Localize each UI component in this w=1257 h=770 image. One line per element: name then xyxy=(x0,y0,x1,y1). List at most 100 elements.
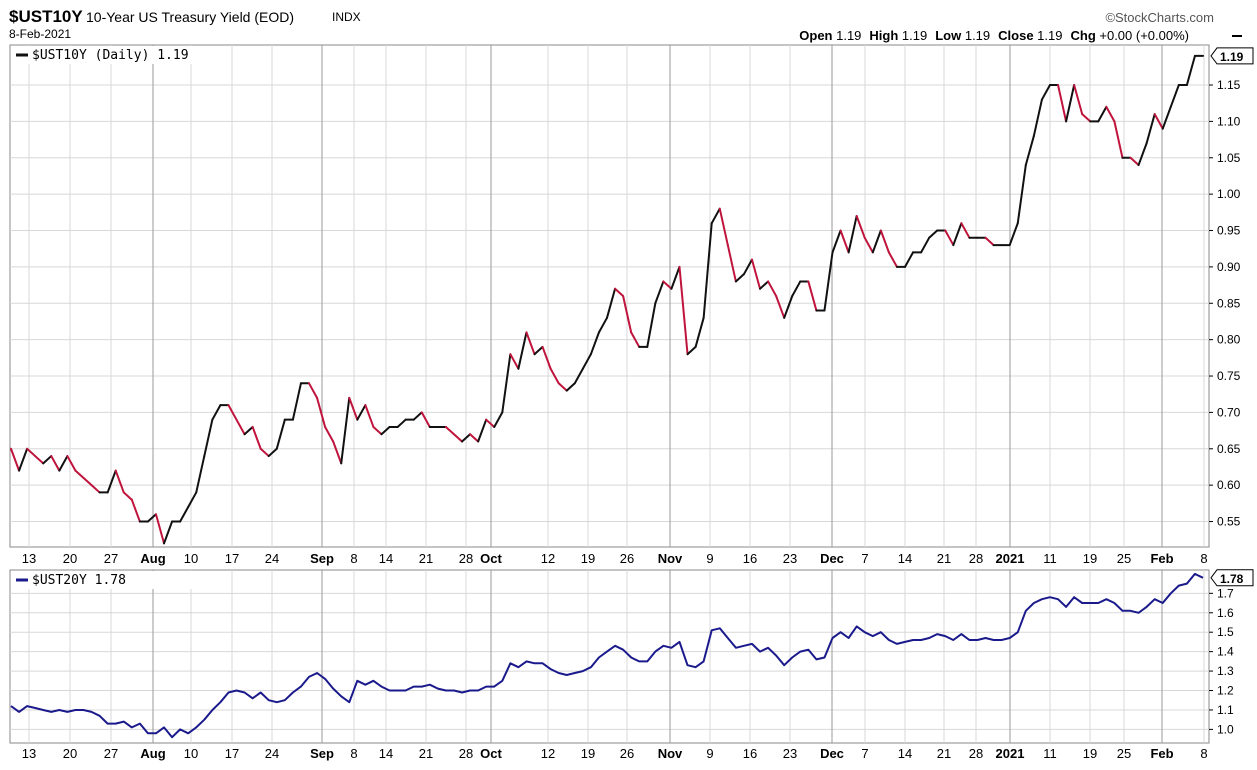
price-segment xyxy=(565,382,576,392)
last-value-tag xyxy=(1210,47,1254,65)
x-tick-label: 8 xyxy=(350,551,357,566)
exchange-label: INDX xyxy=(332,10,361,24)
price-segment xyxy=(1024,134,1035,167)
x-tick-label: 28 xyxy=(459,746,473,761)
price-segment xyxy=(291,382,302,421)
price-segment xyxy=(710,207,721,225)
price-segment xyxy=(34,455,45,465)
price-segment xyxy=(396,418,407,428)
price-segment xyxy=(452,433,464,443)
x-tick-label: 10 xyxy=(184,551,198,566)
price-segment xyxy=(750,258,762,290)
y-tick-label: 0.95 xyxy=(1217,224,1241,238)
price-segment xyxy=(372,425,383,436)
y-tick-label: 0.90 xyxy=(1217,260,1241,274)
x-tick-label: Feb xyxy=(1150,551,1173,566)
x-tick-label: 17 xyxy=(225,551,239,566)
price-segment xyxy=(589,331,600,356)
x-tick-label: 26 xyxy=(620,551,634,566)
chart-date: 8-Feb-2021 xyxy=(9,27,72,41)
x-tick-label: 13 xyxy=(22,551,36,566)
last-value-label: 1.78 xyxy=(1220,572,1244,586)
x-tick-label: 19 xyxy=(1083,551,1097,566)
price-segment xyxy=(493,411,504,428)
price-segment xyxy=(1137,142,1148,167)
x-tick-label: 14 xyxy=(379,746,393,761)
x-tick-label: 20 xyxy=(63,551,77,566)
price-segment xyxy=(74,469,85,479)
x-tick-label: 23 xyxy=(783,746,797,761)
price-segment xyxy=(1073,84,1084,116)
price-segment xyxy=(1081,113,1092,123)
price-segment xyxy=(1185,54,1196,87)
price-segment xyxy=(557,382,568,392)
x-tick-label: 11 xyxy=(1043,746,1057,761)
price-segment xyxy=(444,425,455,436)
y-tick-label: 1.7 xyxy=(1217,586,1234,600)
legend-label: $UST10Y (Daily) 1.19 xyxy=(32,48,189,63)
price-segment xyxy=(324,425,335,443)
price-segment xyxy=(364,404,375,428)
price-segment xyxy=(839,229,850,254)
price-segment xyxy=(308,382,319,399)
price-segment xyxy=(146,513,157,523)
last-value-label: 1.19 xyxy=(1220,50,1244,64)
price-segment xyxy=(332,440,343,465)
y-tick-label: 1.1 xyxy=(1217,703,1234,717)
price-segment xyxy=(606,287,617,319)
price-segment xyxy=(1113,120,1124,159)
price-segment xyxy=(952,222,963,247)
price-segment xyxy=(42,455,53,465)
price-segment xyxy=(742,258,753,276)
price-segment xyxy=(960,222,971,239)
ohlc-value-low: 1.19 xyxy=(964,28,991,43)
x-tick-label: 21 xyxy=(419,551,433,566)
chart-description: 10-Year US Treasury Yield (EOD) xyxy=(86,9,295,25)
price-segment xyxy=(573,367,584,385)
price-segment xyxy=(1153,113,1164,130)
price-segment xyxy=(1065,84,1076,123)
x-tick-label: 14 xyxy=(898,746,912,761)
x-tick-label: 8 xyxy=(1200,551,1207,566)
price-segment xyxy=(678,265,689,356)
y-tick-label: 1.15 xyxy=(1217,78,1241,92)
x-tick-label: 16 xyxy=(743,551,757,566)
x-tick-label: Dec xyxy=(820,551,844,566)
x-tick-label: 21 xyxy=(937,551,951,566)
price-segment xyxy=(597,316,608,334)
price-segment xyxy=(654,280,665,305)
price-segment xyxy=(831,229,842,254)
y-tick-label: 0.85 xyxy=(1217,296,1241,310)
x-tick-label: 28 xyxy=(459,551,473,566)
price-segment xyxy=(871,229,882,254)
x-tick-label: 23 xyxy=(783,551,797,566)
price-segment xyxy=(1105,105,1116,123)
price-segment xyxy=(509,353,520,370)
price-segment xyxy=(179,505,190,523)
price-segment xyxy=(154,513,166,545)
y-tick-label: 1.0 xyxy=(1217,722,1234,736)
y-tick-label: 1.05 xyxy=(1217,151,1241,165)
ohlc-value-open: 1.19 xyxy=(836,28,862,43)
x-tick-label: Sep xyxy=(310,746,334,761)
x-tick-label: Aug xyxy=(140,746,165,761)
price-segment xyxy=(694,316,705,348)
x-tick-label: 25 xyxy=(1117,551,1131,566)
price-segment xyxy=(775,295,786,319)
price-segment xyxy=(823,251,834,312)
x-tick-label: Oct xyxy=(480,551,502,566)
y-tick-label: 1.4 xyxy=(1217,645,1234,659)
price-segment xyxy=(267,447,278,458)
x-tick-label: Nov xyxy=(658,551,683,566)
price-segment xyxy=(251,425,262,450)
price-segment xyxy=(1161,105,1172,130)
price-segment xyxy=(1032,98,1043,137)
panel-frame xyxy=(9,569,1210,744)
ohlc-readout: Open 1.19 High 1.19 Low 1.19 Close 1.19 Chg … xyxy=(799,28,1197,43)
price-segment xyxy=(928,229,939,239)
price-segment xyxy=(1040,84,1051,101)
price-segment xyxy=(501,353,512,414)
price-segment xyxy=(348,396,359,421)
price-segment xyxy=(622,295,633,334)
price-segment xyxy=(662,280,673,290)
